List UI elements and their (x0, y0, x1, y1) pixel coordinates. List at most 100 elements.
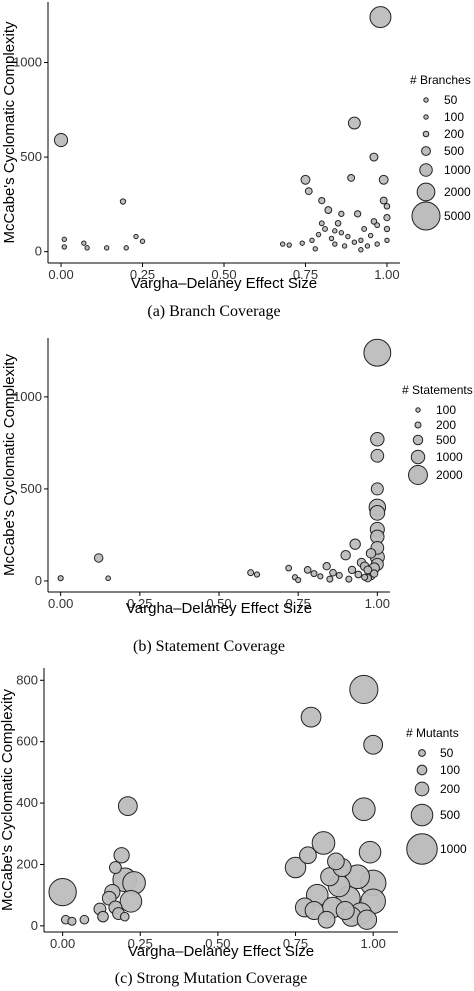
y-tick-label: 0 (35, 573, 42, 588)
data-point (105, 575, 111, 582)
data-point (374, 222, 381, 229)
data-point (61, 236, 67, 243)
data-point (286, 242, 292, 248)
y-tick-label: 0 (35, 244, 42, 259)
legend-label: 500 (444, 144, 464, 158)
data-point (253, 571, 261, 578)
x-tick-label: 0.75 (286, 596, 311, 611)
legend-key (414, 421, 422, 429)
x-axis-label: Vargha–Delaney Effect Size (126, 600, 312, 617)
x-tick-label: 0.25 (130, 267, 155, 282)
data-point (322, 562, 331, 571)
data-point (295, 576, 302, 584)
x-tick-label: 0.75 (293, 267, 318, 282)
data-point (351, 239, 358, 245)
data-point (310, 570, 318, 578)
y-axis-label: McCabe's Cyclomatic Complexity (1, 353, 18, 576)
x-tick-label: 0.00 (50, 936, 75, 951)
legend-label: 50 (440, 746, 454, 760)
data-point (279, 241, 286, 247)
x-tick-label: 0.50 (211, 267, 236, 282)
data-point (53, 132, 69, 148)
data-point (48, 877, 77, 907)
data-point (300, 174, 311, 185)
legend-key (406, 833, 438, 865)
y-tick-label: 500 (20, 481, 42, 496)
data-point (349, 674, 379, 705)
data-point (383, 213, 391, 222)
data-point (304, 900, 324, 921)
data-point (335, 571, 343, 579)
data-point (299, 846, 317, 865)
panel-caption: (a) Branch Coverage (147, 303, 280, 320)
legend-label: 2000 (444, 185, 471, 199)
x-tick-label: 0.25 (128, 936, 153, 951)
data-point (318, 196, 326, 205)
legend-key (421, 146, 431, 156)
data-point (347, 565, 357, 575)
data-point (383, 225, 391, 233)
x-tick-label: 0.75 (283, 936, 308, 951)
x-tick-label: 1.00 (361, 936, 386, 951)
data-point (328, 235, 335, 242)
y-tick-label: 600 (16, 734, 38, 749)
x-tick-label: 0.50 (206, 596, 231, 611)
data-point (367, 232, 374, 239)
legend-key (416, 764, 428, 776)
y-tick-label: 1000 (13, 389, 42, 404)
y-tick-label: 0 (31, 918, 38, 933)
data-point (370, 482, 384, 496)
data-point (369, 152, 379, 162)
y-tick-label: 200 (16, 856, 38, 871)
legend-key (418, 749, 426, 757)
legend-key (412, 434, 424, 446)
data-point (345, 575, 353, 583)
data-point (353, 210, 362, 218)
data-point (363, 734, 384, 755)
data-point (378, 174, 389, 185)
legend-label: 500 (440, 808, 460, 822)
legend-label: 500 (436, 433, 456, 447)
data-point (332, 228, 338, 234)
x-tick-label: 1.00 (374, 267, 399, 282)
data-point (329, 568, 337, 577)
data-point (117, 796, 138, 817)
data-point (322, 226, 328, 232)
data-point (103, 245, 110, 251)
legend-label: 1000 (444, 163, 471, 177)
x-axis-label: Vargha–Delaney Effect Size (128, 943, 314, 960)
data-point (340, 549, 351, 561)
data-point (354, 570, 363, 579)
data-point (119, 890, 143, 913)
legend-label: 2000 (436, 468, 463, 482)
data-point (384, 237, 390, 244)
data-point (113, 847, 130, 864)
legend-title: # Branches (410, 73, 471, 87)
data-point (369, 505, 386, 521)
data-point (317, 573, 324, 580)
legend-label: 50 (444, 93, 458, 107)
data-point (379, 196, 388, 205)
legend-label: 100 (444, 110, 464, 124)
legend-key (414, 781, 430, 797)
data-point (365, 548, 377, 559)
data-point (369, 569, 379, 578)
y-tick-label: 800 (16, 672, 38, 687)
data-point (369, 6, 392, 29)
data-point (364, 243, 371, 249)
data-point (109, 861, 122, 874)
data-point (97, 910, 109, 923)
legend-key (419, 163, 433, 177)
data-point (81, 240, 87, 246)
data-point (347, 116, 361, 130)
data-point (358, 247, 364, 253)
data-point (370, 218, 378, 225)
data-point (332, 241, 338, 247)
legend-key (411, 201, 441, 231)
data-point (345, 864, 370, 890)
y-axis-label: McCabe's Cyclomatic Complexity (1, 21, 18, 244)
data-point (370, 448, 385, 463)
data-point (358, 840, 382, 864)
data-point (352, 797, 376, 822)
